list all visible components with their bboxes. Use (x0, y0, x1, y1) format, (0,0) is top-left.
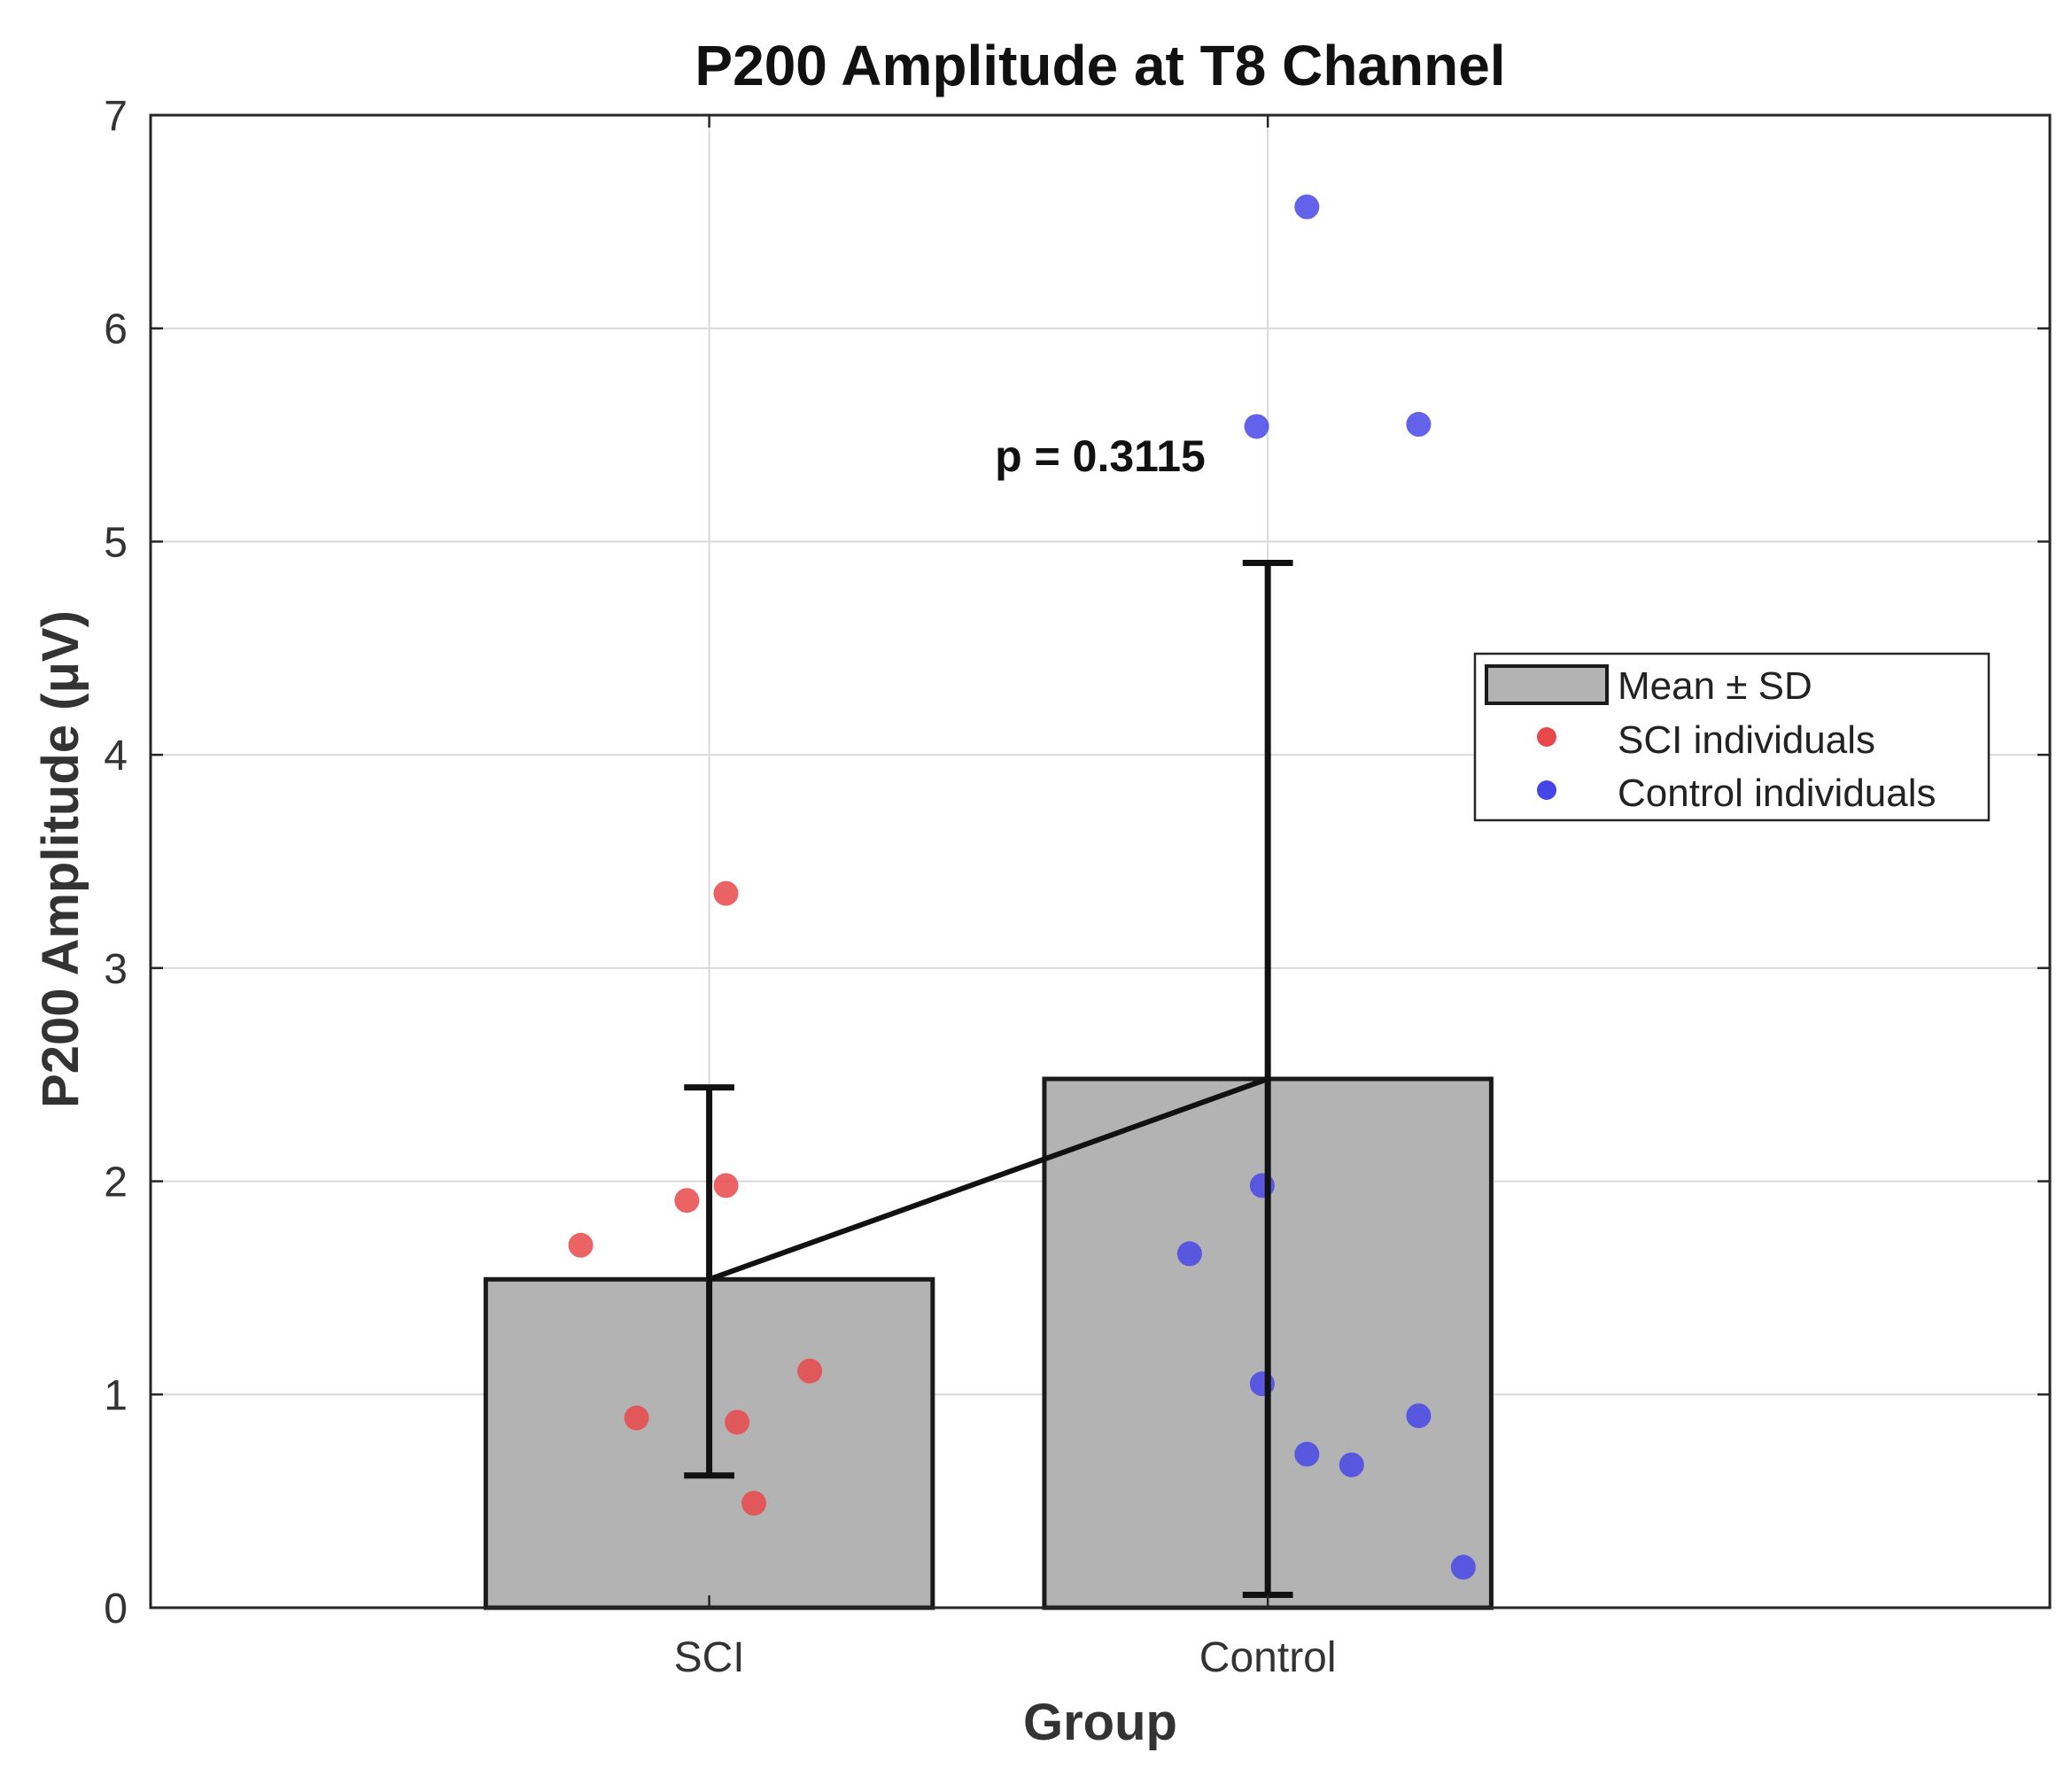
control-point (1294, 1441, 1320, 1467)
control-point (1339, 1452, 1364, 1477)
y-tick-label: 7 (104, 93, 128, 140)
control-point (1176, 1241, 1202, 1267)
x-axis-label: Group (1023, 1694, 1177, 1751)
sci-point (797, 1358, 823, 1384)
legend-swatch-mean-sd (1485, 664, 1609, 705)
x-tick-label: SCI (674, 1634, 745, 1681)
p-value-annotation: p = 0.3115 (995, 431, 1206, 481)
legend-label-sci: SCI individuals (1618, 718, 1875, 762)
y-tick-label: 2 (104, 1159, 128, 1206)
control-point (1406, 412, 1432, 438)
legend-label-mean-sd: Mean ± SD (1618, 664, 1812, 708)
sci-point (674, 1188, 700, 1214)
y-tick-label: 0 (104, 1586, 128, 1633)
error-layer (684, 560, 1293, 1599)
legend-marker-sci (1537, 727, 1556, 747)
sci-point (741, 1491, 767, 1516)
chart-title: P200 Amplitude at T8 Channel (695, 34, 1505, 97)
sci-point (713, 880, 739, 906)
control-point (1294, 194, 1320, 220)
control-point (1406, 1403, 1432, 1429)
control-point (1244, 414, 1269, 439)
sci-point (725, 1409, 750, 1435)
y-tick-label: 4 (104, 733, 128, 779)
y-axis-label: P200 Amplitude (μV) (32, 610, 89, 1108)
sci-point (713, 1173, 739, 1198)
sci-point (568, 1232, 594, 1258)
legend-label-control: Control individuals (1618, 772, 1936, 815)
y-tick-label: 1 (104, 1372, 128, 1419)
plot-frame (149, 113, 2052, 1609)
y-tick-label: 6 (104, 306, 128, 353)
legend: Mean ± SD SCI individuals Control indivi… (1473, 652, 1991, 822)
y-tick-label: 5 (104, 519, 128, 566)
legend-marker-control (1537, 780, 1556, 800)
sci-point (624, 1405, 649, 1431)
mean-line (708, 1076, 1269, 1283)
tick-layer: 0 1 2 3 4 5 6 7 SCI Control (104, 93, 2050, 1681)
y-tick-label: 3 (104, 946, 128, 993)
x-tick-label: Control (1199, 1634, 1337, 1681)
control-point (1450, 1555, 1476, 1580)
